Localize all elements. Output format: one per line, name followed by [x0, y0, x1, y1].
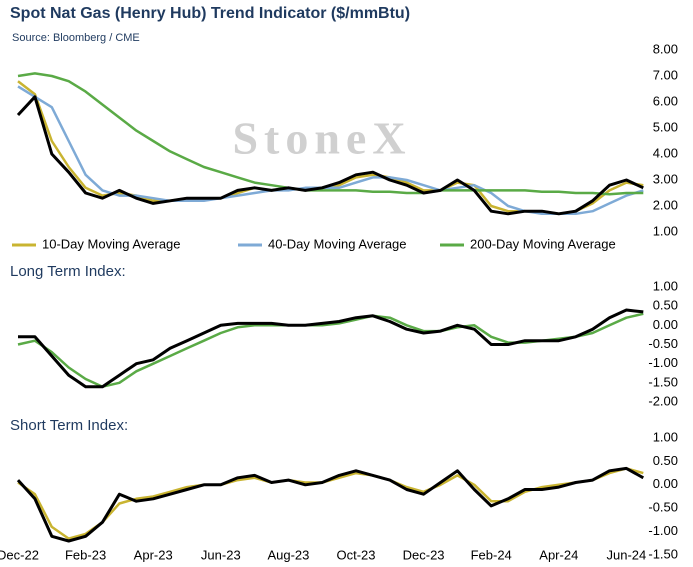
legend-label: 40-Day Moving Average	[268, 236, 407, 251]
x-tick-label: Dec-22	[0, 547, 39, 562]
watermark: StoneX	[232, 113, 411, 164]
y-tick-label: -0.50	[648, 500, 678, 515]
y-tick-label: 4.00	[653, 145, 678, 160]
y-tick-label: -1.00	[648, 523, 678, 538]
y-tick-label: -1.00	[648, 355, 678, 370]
y-tick-label: 1.00	[653, 429, 678, 444]
series-line	[16, 95, 644, 216]
x-tick-label: Dec-23	[403, 547, 445, 562]
panel-title: Long Term Index:	[10, 263, 126, 280]
y-tick-label: 0.50	[653, 453, 678, 468]
y-tick-label: 0.00	[653, 317, 678, 332]
x-tick-label: Jun-23	[201, 547, 241, 562]
y-tick-label: 2.00	[653, 197, 678, 212]
x-tick-label: Feb-24	[471, 547, 512, 562]
x-tick-label: Oct-23	[336, 547, 375, 562]
series-line	[18, 308, 644, 389]
y-tick-label: -0.50	[648, 336, 678, 351]
y-tick-label: 1.00	[653, 223, 678, 238]
y-tick-label: 0.50	[653, 298, 678, 313]
y-tick-label: 7.00	[653, 67, 678, 82]
y-tick-label: 6.00	[653, 93, 678, 108]
series-line	[16, 466, 645, 543]
panel-title: Short Term Index:	[10, 417, 128, 434]
y-tick-label: 5.00	[653, 119, 678, 134]
legend-label: 200-Day Moving Average	[470, 236, 616, 251]
x-tick-label: Jun-24	[607, 547, 647, 562]
legend-label: 10-Day Moving Average	[42, 236, 181, 251]
x-tick-label: Feb-23	[65, 547, 106, 562]
y-tick-label: 0.00	[653, 476, 678, 491]
x-tick-label: Aug-23	[267, 547, 309, 562]
y-tick-label: -1.50	[648, 546, 678, 561]
chart-title: Spot Nat Gas (Henry Hub) Trend Indicator…	[10, 5, 410, 22]
x-tick-label: Apr-24	[539, 547, 578, 562]
y-tick-label: 3.00	[653, 171, 678, 186]
chart-subtitle: Source: Bloomberg / CME	[12, 32, 140, 44]
y-tick-label: -2.00	[648, 393, 678, 408]
x-tick-label: Apr-23	[134, 547, 173, 562]
series-line	[17, 85, 644, 216]
y-tick-label: -1.50	[648, 374, 678, 389]
y-tick-label: 8.00	[653, 41, 678, 56]
series-line	[17, 72, 644, 196]
y-tick-label: 1.00	[653, 278, 678, 293]
series-line	[17, 312, 644, 388]
